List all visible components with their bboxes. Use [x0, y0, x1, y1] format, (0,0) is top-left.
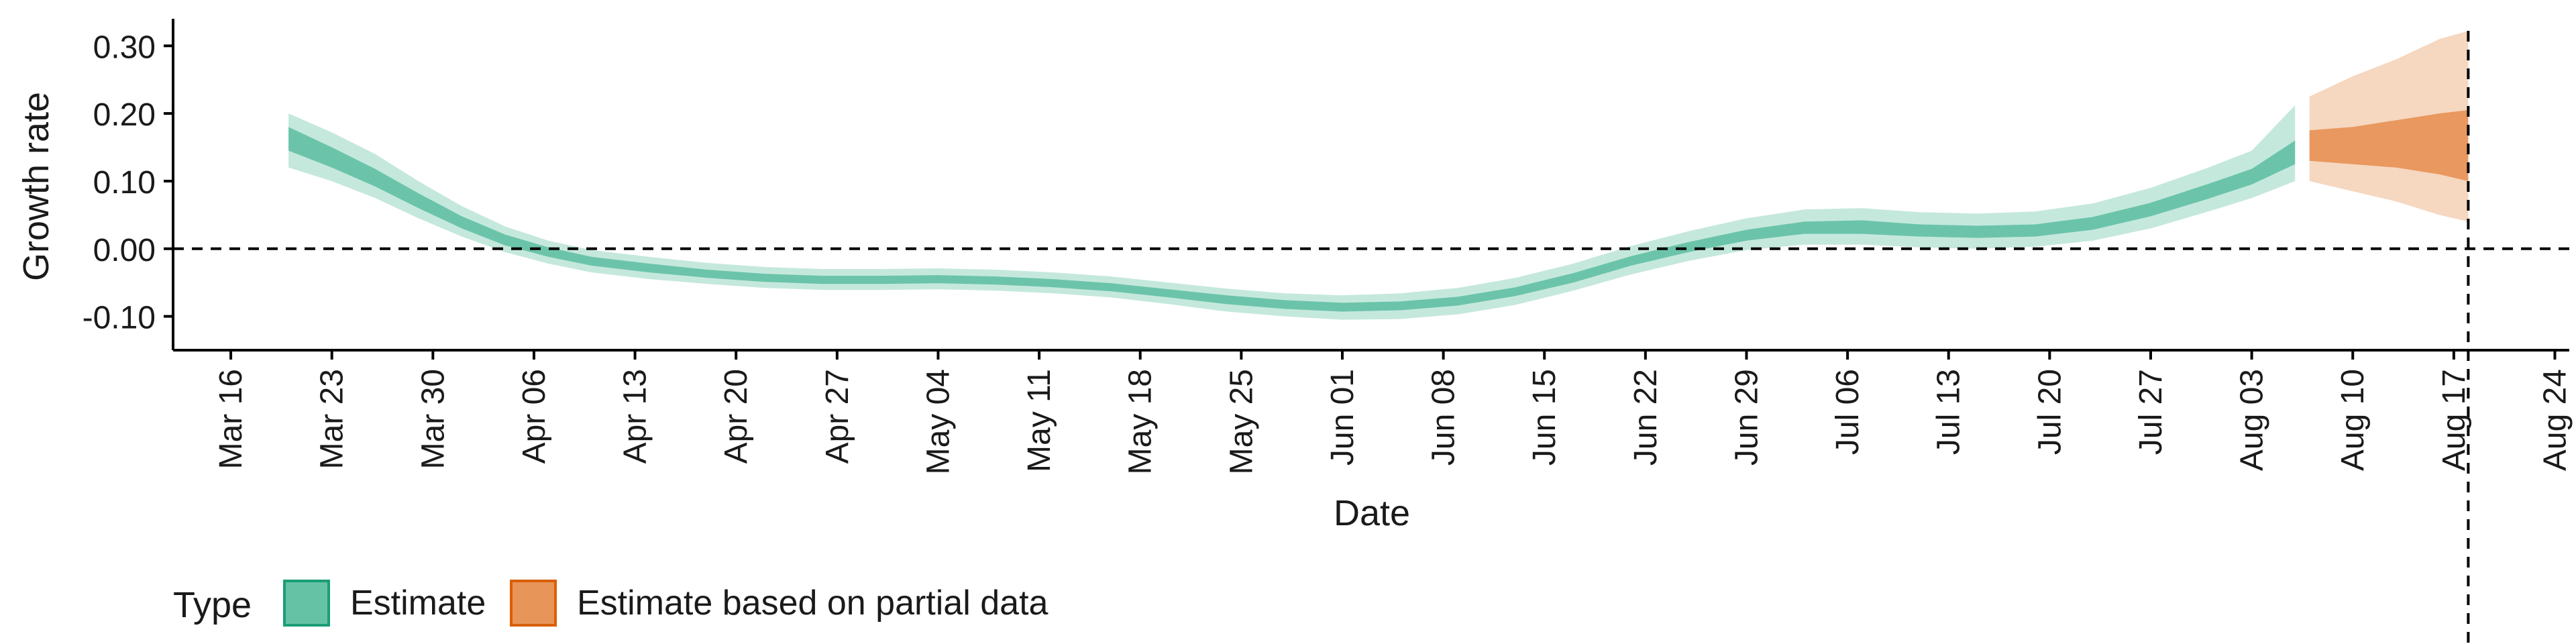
x-tick-label: Jul 13: [1931, 369, 1967, 455]
x-tick-label: Jul 20: [2032, 369, 2068, 455]
ribbon-layer: [288, 31, 2469, 320]
y-tick-label: 0.00: [93, 233, 156, 268]
y-tick-label: 0.30: [93, 30, 156, 65]
x-tick-label: Jun 29: [1729, 369, 1765, 466]
x-tick-label: Apr 27: [820, 369, 855, 464]
x-tick-label: Jun 08: [1426, 369, 1462, 466]
x-tick-label: May 04: [921, 369, 957, 474]
legend-title: Type: [173, 585, 252, 625]
axes: -0.10 0.00 0.10 0.20 0.30 Mar 16 Mar 23 Mar 30 A…: [83, 19, 2573, 474]
legend: Type Estimate Estimate based on partial …: [173, 580, 1049, 627]
x-tick-label: May 18: [1123, 369, 1159, 474]
y-tick-label: -0.10: [83, 301, 156, 336]
x-tick-label: Apr 06: [517, 369, 552, 464]
x-tick-label: Aug 10: [2335, 369, 2371, 471]
x-tick-label: Jun 01: [1325, 369, 1360, 466]
y-axis-title: Growth rate: [16, 92, 56, 281]
y-tick-label: 0.10: [93, 165, 156, 201]
estimate-band-90: [288, 105, 2296, 320]
reference-lines: [173, 31, 2569, 644]
x-tick-label: Apr 13: [618, 369, 653, 464]
x-tick-label: Jul 27: [2133, 369, 2169, 455]
partial-estimate-band-50: [2309, 110, 2469, 181]
x-tick-label: Mar 30: [415, 369, 451, 469]
legend-swatch-estimate: [283, 580, 330, 627]
x-axis-title: Date: [1334, 493, 1410, 533]
x-tick-label: Aug 03: [2235, 369, 2270, 471]
x-tick-label: May 25: [1224, 369, 1259, 474]
legend-label-estimate: Estimate: [350, 584, 486, 623]
x-tick-label: Mar 23: [315, 369, 350, 469]
legend-label-partial: Estimate based on partial data: [577, 584, 1049, 623]
x-tick-label: Jun 22: [1628, 369, 1664, 466]
x-tick-label: Aug 17: [2436, 369, 2472, 471]
y-tick-label: 0.20: [93, 97, 156, 133]
x-tick-label: Jun 15: [1527, 369, 1562, 466]
x-tick-label: Apr 20: [718, 369, 754, 464]
x-tick-label: Jul 06: [1830, 369, 1866, 455]
legend-swatch-partial: [510, 580, 557, 627]
x-tick-label: Mar 16: [213, 369, 249, 469]
x-tick-label: Aug 24: [2538, 369, 2573, 471]
x-tick-label: May 11: [1022, 369, 1057, 472]
